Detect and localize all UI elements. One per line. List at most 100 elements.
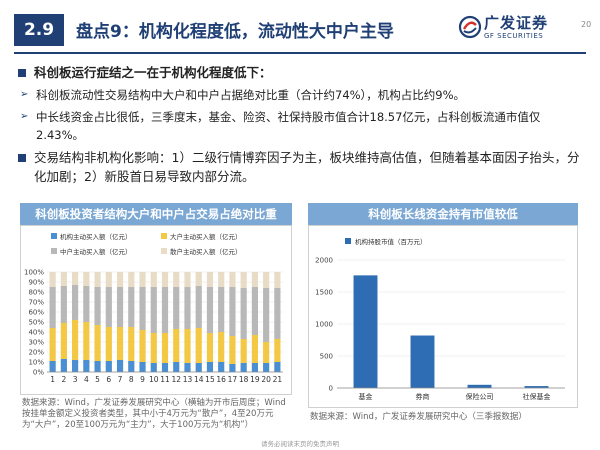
bar-segment [251, 335, 258, 363]
bullet-main-1: 科创板运行症结之一在于机构化程度低下： [18, 64, 588, 82]
bar [524, 386, 549, 388]
chart2-source: 数据来源：Wind，广发证券发展研究中心（三季报数据） [310, 412, 527, 422]
bar [467, 384, 492, 388]
bar-segment [94, 287, 101, 325]
y-tick-label: 90% [28, 279, 44, 287]
y-tick-label: 1000 [315, 321, 333, 329]
bar-segment [218, 362, 225, 372]
bar-segment [263, 342, 270, 363]
bar-segment [105, 361, 112, 372]
x-tick-label: 保险公司 [466, 392, 494, 401]
bullet-main-2-text: 交易结构非机构化影响：1）二级行情博弈因子为主，板块维持高估值，但随着基本面因子… [34, 150, 580, 184]
y-tick-label: 2000 [315, 257, 333, 265]
chart2-svg: 0 500 1000 1500 2000 基金 券商 保险公司 社保基金 机构持股市值（百万元） [315, 237, 565, 401]
bar-segment [150, 287, 157, 333]
bar-segment [83, 360, 90, 372]
legend-swatch [345, 238, 351, 244]
y-tick-label: 30% [28, 339, 44, 347]
bar-segment [195, 272, 202, 286]
x-tick-label: 券商 [416, 392, 430, 401]
bar-segment [116, 360, 124, 372]
bullet-sub-2-text: 中长线资金占比很低，三季度末，基金、险资、社保持股市值合计18.57亿元，占科创… [36, 110, 541, 142]
legend-swatch [161, 233, 167, 239]
bar [353, 275, 378, 388]
slide-header: 2.9 盘点9：机构化程度低，流动性大中户主导 广发证券 GF SECURITI… [0, 0, 600, 58]
bar-segment [184, 287, 191, 329]
x-tick-label: 7 [118, 375, 123, 384]
bar-segment [263, 288, 270, 342]
y-tick-label: 20% [28, 349, 44, 357]
bar-segment [184, 329, 191, 363]
bar-segment [72, 360, 79, 372]
bar-segment [251, 287, 258, 335]
bar-segment [274, 288, 281, 339]
bar-segment [218, 332, 225, 362]
footer-disclaimer: 请务必阅读末页的免责声明 [261, 440, 339, 448]
bar-segment [263, 363, 270, 372]
bar-segment [240, 288, 247, 339]
x-tick-label: 9 [140, 375, 145, 384]
chart2-header: 科创板长线资金持有市值较低 [308, 203, 578, 225]
legend-swatch [51, 248, 57, 254]
x-tick-label: 15 [205, 375, 215, 384]
logo-mark-icon [458, 15, 482, 39]
bar-segment [173, 362, 180, 372]
x-tick-label: 2 [61, 375, 66, 384]
bar-segment [150, 333, 157, 363]
y-tick-label: 500 [320, 353, 333, 361]
bar-segment [150, 272, 157, 287]
x-tick-label: 18 [239, 375, 249, 384]
bullet-main-2: 交易结构非机构化影响：1）二级行情博弈因子为主，板块维持高估值，但随着基本面因子… [18, 148, 588, 186]
bullet-sub-2: ➢ 中长线资金占比很低，三季度末，基金、险资、社保持股市值合计18.57亿元，占… [18, 108, 588, 144]
x-tick-label: 21 [273, 375, 283, 384]
bar-segment [206, 287, 214, 333]
bar-segment [229, 364, 236, 372]
x-tick-label: 14 [194, 375, 204, 384]
bar-segment [229, 272, 236, 287]
bar-segment [105, 327, 112, 361]
x-tick-label: 17 [228, 375, 238, 384]
bar-segment [60, 323, 67, 359]
slide-title: 盘点9：机构化程度低，流动性大中户主导 [76, 22, 394, 42]
legend-label: 散户主动买入额（亿元） [170, 247, 242, 256]
arrow-bullet-icon: ➢ [20, 89, 29, 100]
bullet-sub-1: ➢ 科创板流动性交易结构中大户和中户占据绝对比重（合计约74%），机构占比约9%… [18, 86, 588, 104]
bar-segment [105, 272, 112, 287]
bar-segment [195, 363, 202, 372]
bar-segment [206, 362, 214, 372]
bar-segment [49, 361, 56, 372]
logo-en-text: GF SECURITIES [484, 32, 544, 40]
bar-segment [128, 287, 135, 327]
bar-segment [60, 359, 67, 372]
bar-segment [139, 287, 146, 330]
bar-segment [60, 286, 67, 323]
bar-segment [94, 272, 101, 287]
section-number: 2.9 [14, 14, 64, 46]
bar-segment [161, 287, 169, 333]
bar-segment [83, 272, 90, 286]
bar-segment [218, 272, 225, 287]
chart2-frame: 0 500 1000 1500 2000 基金 券商 保险公司 社保基金 机构持股市值（百万元） [308, 225, 578, 408]
bar-segment [161, 333, 169, 363]
bar-segment [240, 339, 247, 363]
x-tick-label: 4 [84, 375, 89, 384]
company-logo: 广发证券 GF SECURITIES [458, 11, 578, 47]
bar-segment [83, 322, 90, 360]
bar-segment [128, 272, 135, 287]
bar-segment [274, 362, 281, 372]
bar-segment [72, 272, 79, 285]
square-bullet-icon [18, 69, 26, 77]
bar-segment [173, 272, 180, 287]
bullet-main-1-text: 科创板运行症结之一在于机构化程度低下： [34, 65, 272, 80]
x-tick-label: 20 [261, 375, 271, 384]
x-tick-label: 13 [183, 375, 193, 384]
bar-segment [206, 272, 214, 287]
bar-segment [195, 286, 202, 328]
bar-segment [83, 286, 90, 322]
bar-segment [128, 327, 135, 361]
x-tick-label: 8 [129, 375, 134, 384]
bar-segment [218, 287, 225, 332]
bar-segment [128, 361, 135, 372]
bar-segment [94, 325, 101, 361]
bar-segment [263, 272, 270, 288]
